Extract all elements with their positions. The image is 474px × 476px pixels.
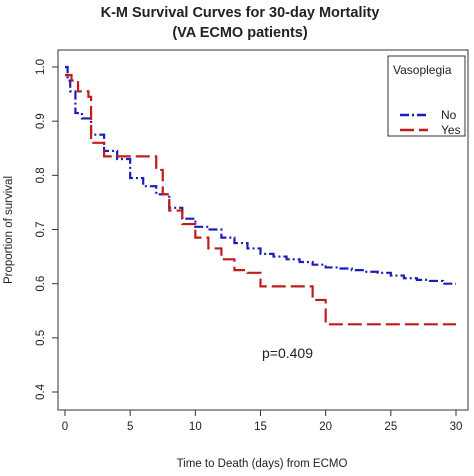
- y-tick-label-0: 0.4: [35, 383, 47, 400]
- y-tick-label-4: 0.8: [35, 167, 47, 183]
- y-tick-label-6: 1.0: [35, 59, 47, 75]
- p-value-annotation: p=0.409: [262, 345, 313, 361]
- y-tick-label-3: 0.7: [35, 222, 47, 238]
- y-tick-label-1: 0.5: [35, 330, 47, 346]
- y-tick-label-2: 0.6: [35, 276, 47, 292]
- legend-box: [387, 55, 466, 137]
- x-tick-label-30: 30: [450, 421, 463, 433]
- series-line-yes: [65, 74, 456, 326]
- x-tick-label-25: 25: [384, 421, 397, 433]
- chart-subtitle: (VA ECMO patients): [172, 25, 308, 41]
- x-tick-label-10: 10: [189, 421, 202, 433]
- y-tick-label-5: 0.9: [35, 113, 47, 129]
- series-line-no: [65, 65, 456, 285]
- legend-label-no: No: [441, 108, 457, 122]
- legend-title: Vasoplegia: [393, 63, 452, 77]
- y-axis-label: Proportion of survival: [3, 176, 15, 284]
- x-axis: 0 5 10 15 20 25 30: [62, 410, 463, 433]
- x-tick-label-15: 15: [254, 421, 267, 433]
- x-tick-label-0: 0: [62, 421, 68, 433]
- chart-title: K-M Survival Curves for 30-day Mortality: [101, 5, 380, 21]
- x-tick-label-5: 5: [127, 421, 133, 433]
- x-tick-label-20: 20: [319, 421, 332, 433]
- x-axis-label: Time to Death (days) from ECMO: [177, 458, 348, 470]
- legend-label-yes: Yes: [441, 123, 461, 137]
- y-axis: 0.4 0.5 0.6 0.7 0.8 0.9 1.0: [35, 59, 58, 400]
- legend: Vasoplegia No Yes: [387, 55, 466, 137]
- series-layer: [65, 65, 456, 326]
